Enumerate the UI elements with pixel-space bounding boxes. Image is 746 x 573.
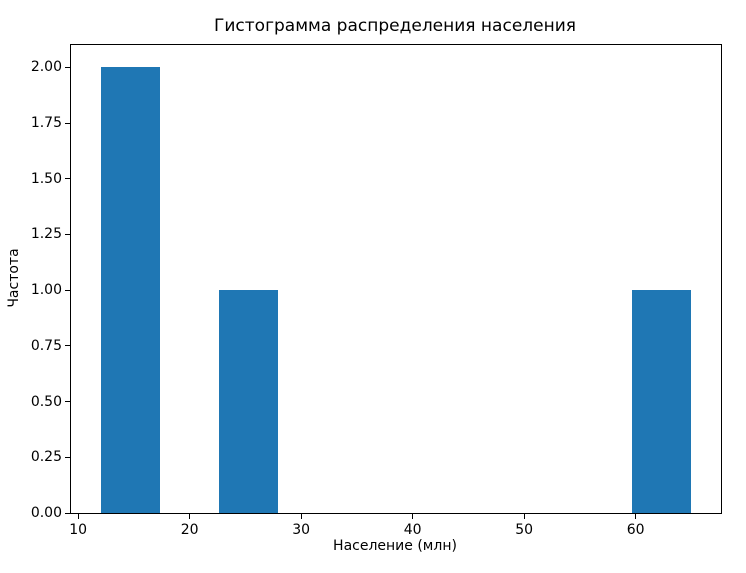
x-tick-label: 50 bbox=[515, 522, 534, 538]
histogram-bar bbox=[632, 290, 692, 513]
x-tick bbox=[412, 514, 414, 519]
y-tick-label: 1.25 bbox=[30, 226, 62, 243]
chart-title: Гистограмма распределения населения bbox=[214, 16, 576, 36]
y-tick bbox=[65, 66, 70, 68]
y-tick-label: 2.00 bbox=[30, 59, 62, 76]
x-tick bbox=[300, 514, 302, 519]
histogram-bar bbox=[218, 290, 278, 513]
x-tick bbox=[77, 514, 79, 519]
y-tick bbox=[65, 345, 70, 347]
y-tick bbox=[65, 178, 70, 180]
x-tick bbox=[189, 514, 191, 519]
histogram-bar bbox=[100, 67, 160, 513]
y-tick bbox=[65, 512, 70, 514]
x-tick bbox=[635, 514, 637, 519]
plot-area: 10 20 30 40 50 60 0.00 0.25 0.50 0.75 1.00 1.25 1.50… bbox=[31, 44, 722, 538]
x-axis-label: Население (млн) bbox=[333, 538, 457, 554]
x-tick-label: 40 bbox=[403, 522, 422, 538]
y-tick-label: 0.75 bbox=[30, 337, 62, 354]
y-tick bbox=[65, 401, 70, 403]
y-tick-label: 0.00 bbox=[30, 505, 62, 521]
x-tick bbox=[523, 514, 525, 519]
y-tick-label: 1.00 bbox=[30, 282, 62, 299]
y-axis-label: Частота bbox=[6, 248, 22, 308]
y-tick-label: 0.50 bbox=[30, 393, 62, 410]
y-tick-label: 0.25 bbox=[30, 449, 62, 466]
y-tick-label: 1.50 bbox=[30, 170, 62, 187]
x-tick-label: 60 bbox=[626, 522, 645, 538]
x-tick-label: 20 bbox=[180, 522, 199, 538]
x-tick-label: 10 bbox=[69, 522, 88, 538]
x-tick-label: 30 bbox=[292, 522, 311, 538]
y-tick-label: 1.75 bbox=[30, 115, 62, 131]
y-tick bbox=[65, 289, 70, 291]
y-tick bbox=[65, 456, 70, 458]
y-tick bbox=[65, 122, 70, 124]
y-tick bbox=[65, 233, 70, 235]
